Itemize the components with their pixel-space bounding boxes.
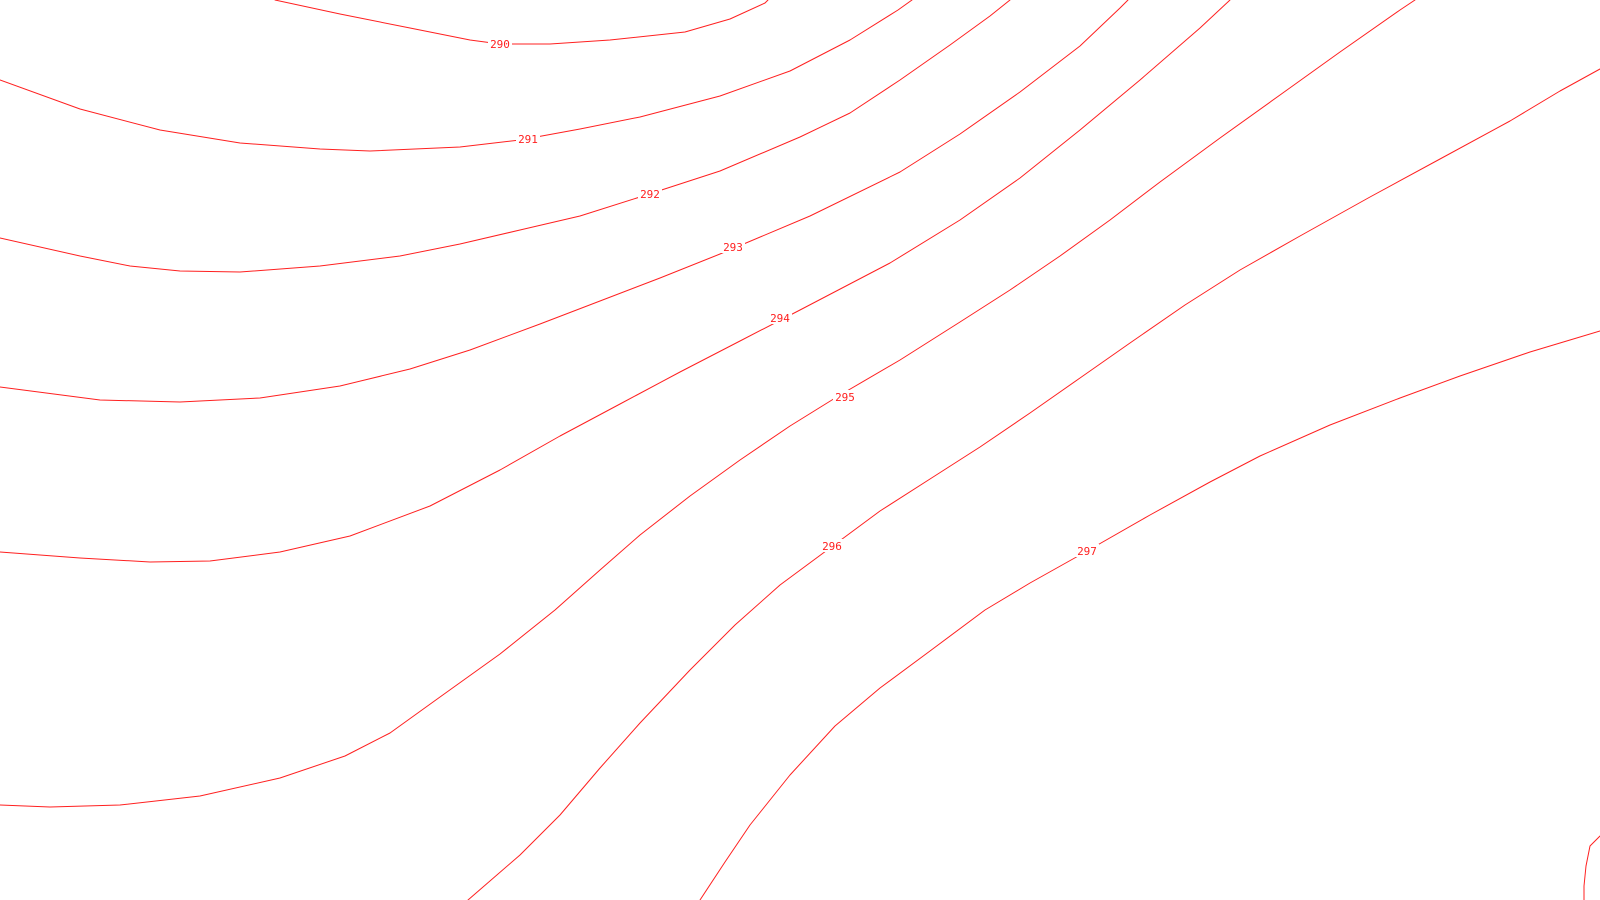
contour-label-296: 296 xyxy=(822,540,842,553)
contour-line-297 xyxy=(699,330,1600,900)
contour-line-292 xyxy=(0,0,1011,273)
contour-line-290 xyxy=(274,0,769,45)
contour-line-294 xyxy=(0,0,1231,563)
contour-line-296 xyxy=(467,68,1600,900)
contour-label-297: 297 xyxy=(1077,545,1097,558)
contour-label-background xyxy=(638,187,662,200)
contour-line-291 xyxy=(0,0,913,152)
contour-labels-layer: 290 291 292 293 294 295 296 297 xyxy=(488,37,1099,558)
contour-line-295 xyxy=(0,0,1416,808)
contour-label-background xyxy=(833,390,857,403)
contour-label-293: 293 xyxy=(723,241,743,254)
contour-label-295: 295 xyxy=(835,391,855,404)
contour-label-290: 290 xyxy=(490,38,510,51)
contour-label-background xyxy=(721,240,745,253)
contour-label-292: 292 xyxy=(640,188,660,201)
contour-line-297-segment-2 xyxy=(1583,835,1600,900)
contour-label-background xyxy=(488,37,512,50)
contour-line-293 xyxy=(0,0,1129,403)
contour-label-background xyxy=(820,539,844,552)
contour-label-291: 291 xyxy=(518,133,538,146)
contour-label-background xyxy=(1075,544,1099,557)
contour-label-background xyxy=(768,311,792,324)
contour-label-background xyxy=(516,132,540,145)
contour-label-294: 294 xyxy=(770,312,790,325)
